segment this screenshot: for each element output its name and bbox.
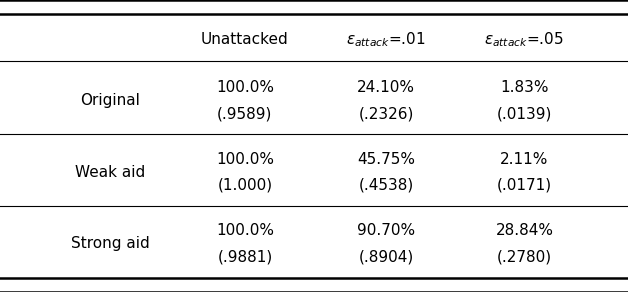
- Text: 100.0%: 100.0%: [216, 152, 274, 167]
- Text: (.4538): (.4538): [359, 178, 414, 193]
- Text: (.0139): (.0139): [497, 106, 552, 121]
- Text: 24.10%: 24.10%: [357, 80, 415, 95]
- Text: 45.75%: 45.75%: [357, 152, 415, 167]
- Text: 100.0%: 100.0%: [216, 223, 274, 238]
- Text: Strong aid: Strong aid: [70, 236, 149, 251]
- Text: $\epsilon_{attack}$=.05: $\epsilon_{attack}$=.05: [484, 30, 565, 49]
- Text: 1.83%: 1.83%: [500, 80, 549, 95]
- Text: (.9881): (.9881): [217, 249, 273, 265]
- Text: Original: Original: [80, 93, 140, 108]
- Text: Unattacked: Unattacked: [201, 32, 289, 47]
- Text: 90.70%: 90.70%: [357, 223, 415, 238]
- Text: Weak aid: Weak aid: [75, 165, 145, 180]
- Text: $\epsilon_{attack}$=.01: $\epsilon_{attack}$=.01: [346, 30, 426, 49]
- Text: 28.84%: 28.84%: [495, 223, 553, 238]
- Text: (.9589): (.9589): [217, 106, 273, 121]
- Text: (.2780): (.2780): [497, 249, 552, 265]
- Text: (1.000): (1.000): [217, 178, 273, 193]
- Text: (.2326): (.2326): [359, 106, 414, 121]
- Text: (.8904): (.8904): [359, 249, 414, 265]
- Text: 100.0%: 100.0%: [216, 80, 274, 95]
- Text: 2.11%: 2.11%: [500, 152, 549, 167]
- Text: (.0171): (.0171): [497, 178, 552, 193]
